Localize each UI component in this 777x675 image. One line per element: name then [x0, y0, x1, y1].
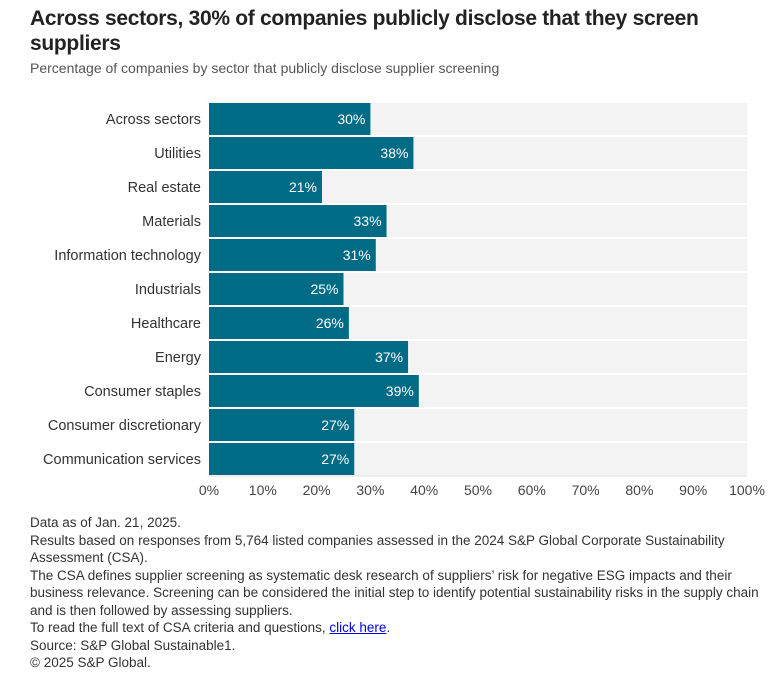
- x-tick-label: 20%: [303, 482, 331, 498]
- x-tick-label: 70%: [572, 482, 600, 498]
- category-label: Consumer staples: [84, 384, 201, 400]
- category-label: Real estate: [128, 180, 201, 196]
- category-label: Information technology: [54, 248, 201, 264]
- x-tick-label: 10%: [249, 482, 277, 498]
- bar: [209, 375, 419, 407]
- note-link-line: To read the full text of CSA criteria an…: [30, 619, 775, 637]
- data-label: 38%: [380, 145, 408, 161]
- bar: [209, 137, 414, 169]
- footnotes: Data as of Jan. 21, 2025. Results based …: [30, 514, 775, 672]
- data-label: 27%: [321, 417, 349, 433]
- x-tick-label: 40%: [410, 482, 438, 498]
- x-tick-label: 100%: [729, 482, 765, 498]
- data-label: 26%: [316, 315, 344, 331]
- category-label: Consumer discretionary: [48, 418, 202, 434]
- bar: [209, 443, 355, 475]
- note-data-date: Data as of Jan. 21, 2025.: [30, 515, 181, 530]
- chart-title: Across sectors, 30% of companies publicl…: [30, 7, 699, 55]
- bar: [209, 239, 376, 271]
- data-label: 33%: [354, 213, 382, 229]
- x-tick-label: 90%: [679, 482, 707, 498]
- note-definition: The CSA defines supplier screening as sy…: [30, 567, 759, 618]
- x-tick-label: 60%: [518, 482, 546, 498]
- x-tick-label: 50%: [464, 482, 492, 498]
- data-label: 31%: [343, 247, 371, 263]
- bar: [209, 307, 349, 339]
- category-label: Healthcare: [131, 316, 201, 332]
- bar: [209, 409, 355, 441]
- note-source: Source: S&P Global Sustainable1.: [30, 637, 236, 653]
- category-label: Materials: [142, 214, 201, 230]
- data-label: 25%: [310, 281, 338, 297]
- category-label: Energy: [155, 350, 202, 366]
- data-label: 21%: [289, 179, 317, 195]
- x-tick-label: 80%: [625, 482, 653, 498]
- x-tick-label: 30%: [356, 482, 384, 498]
- data-label: 39%: [386, 383, 414, 399]
- bar-chart: Across sectors 30% Utilities 38% Real estate…: [43, 103, 765, 498]
- x-tick-label: 0%: [199, 482, 219, 498]
- data-label: 30%: [337, 111, 365, 127]
- category-label: Industrials: [135, 282, 201, 298]
- bar: [209, 341, 409, 373]
- category-label: Utilities: [154, 146, 201, 162]
- click-here-link[interactable]: click here: [329, 620, 387, 635]
- data-label: 37%: [375, 349, 403, 365]
- note-link-prefix: To read the full text of CSA criteria an…: [30, 620, 330, 635]
- chart-subtitle: Percentage of companies by sector that p…: [30, 60, 500, 76]
- bar: [209, 103, 371, 135]
- bar: [209, 171, 322, 203]
- bar: [209, 205, 387, 237]
- category-label: Communication services: [43, 452, 201, 468]
- category-label: Across sectors: [106, 112, 201, 128]
- data-label: 27%: [321, 451, 349, 467]
- note-methodology: Results based on responses from 5,764 li…: [30, 532, 725, 566]
- note-link-suffix: .: [386, 620, 391, 635]
- bar: [209, 273, 344, 305]
- note-copyright: © 2025 S&P Global.: [30, 655, 151, 670]
